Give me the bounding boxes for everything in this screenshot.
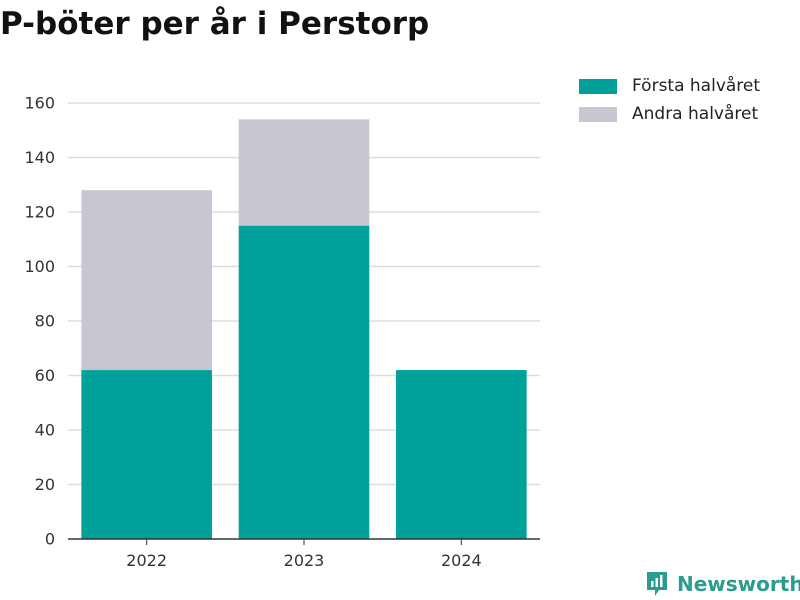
legend-item-first-half: Första halvåret (579, 72, 760, 100)
axes: 0 20 40 60 80 100 120 140 160 2022 2023 2024 (24, 94, 540, 570)
legend-item-second-half: Andra halvåret (579, 100, 760, 128)
y-tick-label: 140 (24, 148, 55, 167)
y-tick-label: 0 (45, 530, 55, 549)
y-tick-label: 120 (24, 203, 55, 222)
y-tick-label: 160 (24, 94, 55, 113)
bar-2023-second-half (238, 119, 370, 226)
chart-title: P-böter per år i Perstorp (0, 6, 430, 42)
legend: Första halvåret Andra halvåret (579, 72, 760, 128)
y-tick-label: 40 (35, 421, 55, 440)
x-tick-label: 2022 (126, 551, 167, 570)
y-tick-label: 20 (35, 475, 55, 494)
bars (81, 119, 527, 539)
x-tick-label: 2024 (441, 551, 482, 570)
newsworthy-logo-icon (647, 572, 667, 596)
x-tick-label: 2023 (284, 551, 325, 570)
y-tick-label: 80 (35, 312, 55, 331)
bar-2022-first-half (81, 370, 212, 539)
legend-swatch-second-half (579, 106, 617, 122)
y-tick-label: 100 (24, 257, 55, 276)
legend-swatch-first-half (579, 78, 617, 94)
bar-2023-first-half (238, 225, 370, 539)
bar-2022-second-half (81, 190, 212, 371)
y-tick-label: 60 (35, 366, 55, 385)
legend-label-second-half: Andra halvåret (632, 104, 759, 124)
legend-label-first-half: Första halvåret (632, 76, 761, 96)
newsworthy-wordmark: Newsworthy (677, 572, 800, 596)
newsworthy-brand[interactable]: Newsworthy (645, 570, 800, 598)
bar-2024-first-half (396, 370, 527, 539)
